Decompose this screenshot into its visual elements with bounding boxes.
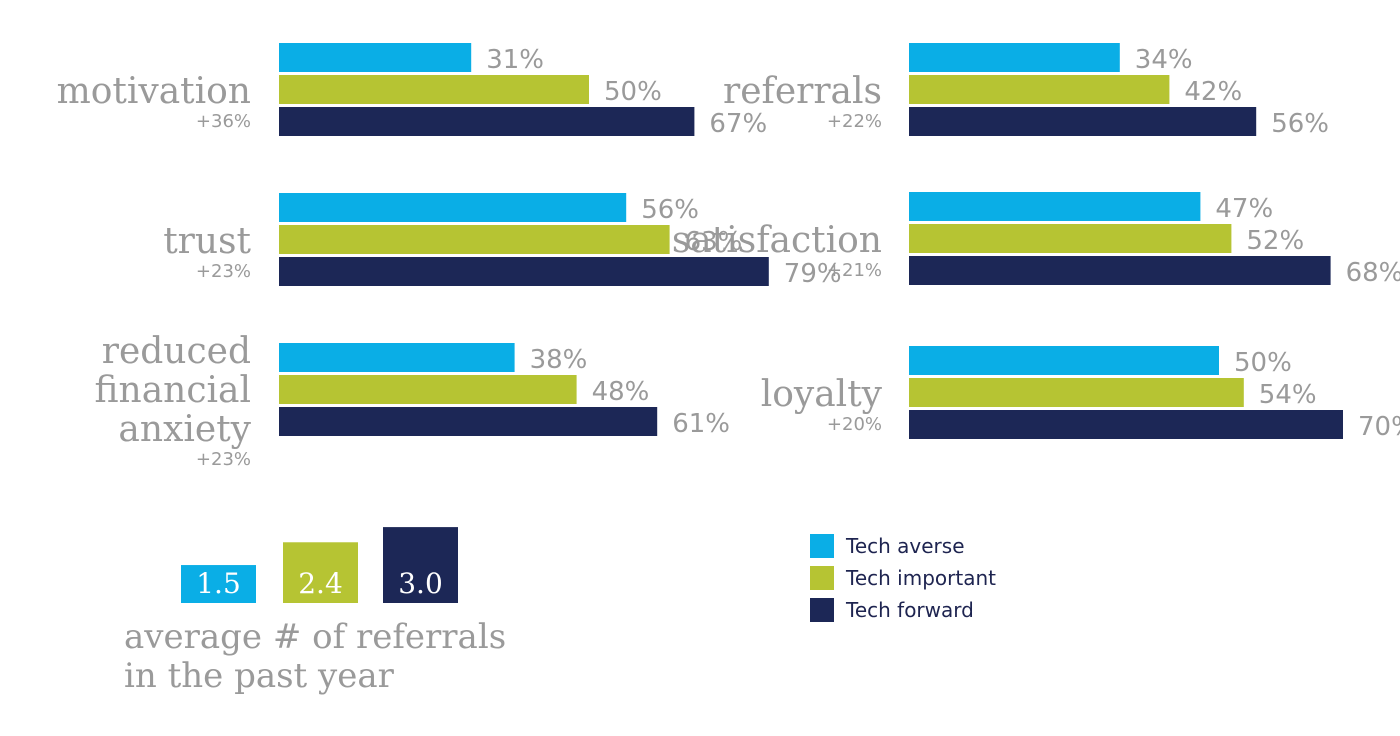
bar-referrals-tech-forward [909, 107, 1257, 136]
referrals-caption-line-1: average # of referrals [124, 617, 506, 657]
bar-reduced-financial-anxiety-tech-forward [279, 407, 658, 436]
category-label-reduced-financial-anxiety-line-2: financial [95, 370, 252, 411]
bar-motivation-tech-averse [279, 43, 472, 72]
difference-label-referrals: +22% [827, 111, 882, 132]
value-label-trust-2: 63% [685, 227, 743, 257]
difference-label-motivation: +36% [196, 111, 251, 132]
value-label-satisfaction-1: 47% [1215, 194, 1273, 224]
legend-swatch-tech-forward [810, 598, 834, 622]
bar-trust-tech-important [279, 225, 670, 254]
legend-label-tech-forward: Tech forward [845, 598, 974, 622]
value-label-referrals-1: 34% [1135, 45, 1193, 75]
value-label-trust-3: 79% [784, 259, 842, 289]
bar-motivation-tech-important [279, 75, 589, 104]
value-label-satisfaction-2: 52% [1246, 226, 1304, 256]
bar-motivation-tech-forward [279, 107, 695, 136]
value-label-motivation-3: 67% [709, 109, 767, 139]
value-label-motivation-1: 31% [486, 45, 544, 75]
referral-bar-tech-averse [181, 565, 256, 603]
category-label-motivation: motivation [57, 71, 251, 112]
bar-loyalty-tech-averse [909, 346, 1219, 375]
category-label-trust: trust [163, 221, 251, 262]
category-label-loyalty: loyalty [761, 374, 883, 415]
bar-satisfaction-tech-averse [909, 192, 1201, 221]
difference-label-loyalty: +20% [827, 414, 882, 435]
legend-swatch-tech-averse [810, 534, 834, 558]
category-label-satisfaction: satisfaction [672, 220, 882, 261]
bar-satisfaction-tech-important [909, 224, 1232, 253]
legend-label-tech-averse: Tech averse [845, 534, 965, 558]
value-label-reduced-financial-anxiety-2: 48% [592, 377, 650, 407]
bar-loyalty-tech-forward [909, 410, 1343, 439]
referral-value-label-1: 1.5 [196, 567, 241, 600]
bar-trust-tech-averse [279, 193, 627, 222]
value-label-reduced-financial-anxiety-3: 61% [672, 409, 730, 439]
difference-label-satisfaction: +21% [827, 260, 882, 281]
value-label-referrals-2: 42% [1184, 77, 1242, 107]
value-label-referrals-3: 56% [1271, 109, 1329, 139]
category-label-reduced-financial-anxiety-line-3: anxiety [118, 409, 251, 450]
referral-value-label-3: 3.0 [398, 567, 443, 600]
value-label-loyalty-1: 50% [1234, 348, 1292, 378]
value-label-loyalty-2: 54% [1259, 380, 1317, 410]
value-label-loyalty-3: 70% [1358, 412, 1400, 442]
bar-reduced-financial-anxiety-tech-important [279, 375, 577, 404]
value-label-reduced-financial-anxiety-1: 38% [530, 345, 588, 375]
referrals-caption-line-2: in the past year [124, 656, 395, 696]
bar-referrals-tech-important [909, 75, 1170, 104]
value-label-satisfaction-3: 68% [1346, 258, 1400, 288]
difference-label-trust: +23% [196, 261, 251, 282]
bar-referrals-tech-averse [909, 43, 1120, 72]
referral-bar-tech-forward [383, 527, 458, 603]
value-label-trust-1: 56% [641, 195, 699, 225]
legend-label-tech-important: Tech important [845, 566, 996, 590]
category-label-reduced-financial-anxiety-line-1: reduced [102, 331, 251, 372]
bar-loyalty-tech-important [909, 378, 1244, 407]
bar-satisfaction-tech-forward [909, 256, 1331, 285]
value-label-motivation-2: 50% [604, 77, 662, 107]
referral-bar-tech-important [283, 542, 358, 603]
bar-reduced-financial-anxiety-tech-averse [279, 343, 515, 372]
bar-trust-tech-forward [279, 257, 769, 286]
difference-label-reduced-financial-anxiety: +23% [196, 449, 251, 470]
category-label-referrals: referrals [723, 71, 882, 112]
legend-swatch-tech-important [810, 566, 834, 590]
referral-value-label-2: 2.4 [298, 567, 343, 600]
